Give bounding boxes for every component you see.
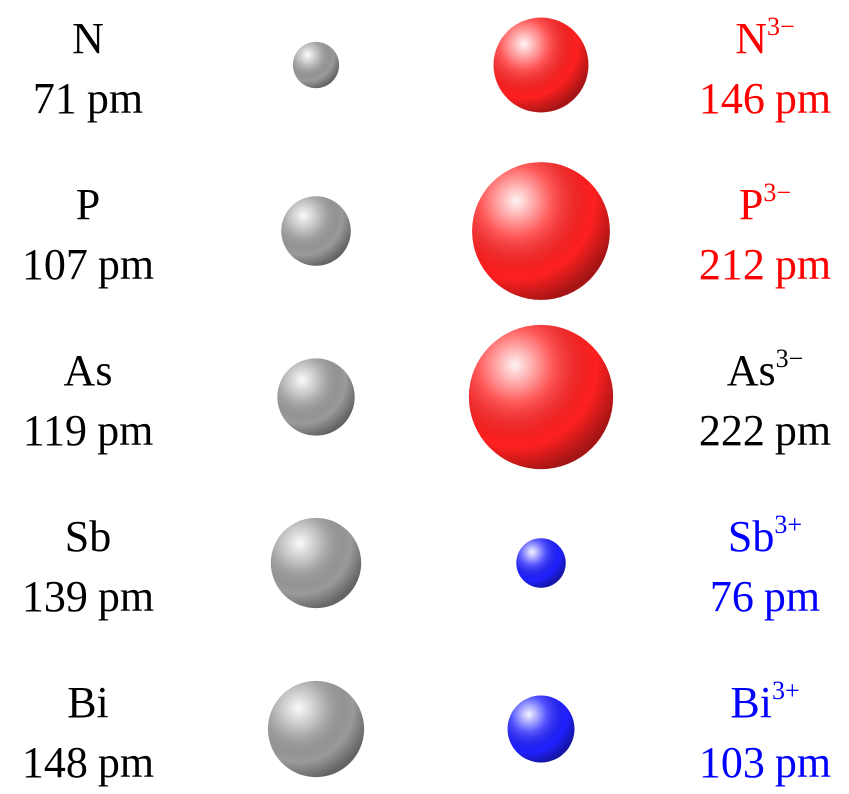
atom-symbol: As [64, 346, 113, 395]
atom-radius: 119 [23, 406, 87, 455]
sphere-shine [472, 162, 610, 300]
ion-charge: 3+ [772, 676, 800, 705]
unit: pm [775, 240, 831, 289]
ion-radius: 76 [710, 572, 754, 621]
atom-radius: 71 [33, 74, 77, 123]
ion-element: Bi [730, 678, 772, 727]
ion-charge: 3− [776, 344, 804, 373]
sphere-shine [494, 18, 589, 113]
sphere-shine [293, 42, 339, 88]
atom-symbol: N [72, 14, 104, 63]
atom-symbol: Bi [67, 678, 109, 727]
ion-radius: 222 [699, 406, 765, 455]
ion-symbol: P3− [739, 178, 791, 229]
atom-radius: 139 [22, 572, 88, 621]
ion-element: N [735, 14, 767, 63]
ion-element: As [727, 346, 776, 395]
atom-symbol: Sb [65, 512, 111, 561]
sphere-shine [281, 196, 351, 266]
unit: pm [87, 74, 143, 123]
ion-element: Sb [728, 512, 774, 561]
unit: pm [98, 240, 154, 289]
ion-radius: 212 [699, 240, 765, 289]
atom-radius: 148 [22, 738, 88, 787]
ion-symbol: Sb3+ [728, 510, 802, 561]
ion-symbol: N3− [735, 12, 794, 63]
unit: pm [98, 738, 154, 787]
atom-symbol: P [76, 180, 100, 229]
ion-charge: 3− [763, 178, 791, 207]
ion-radius: 103 [699, 738, 765, 787]
unit: pm [764, 572, 820, 621]
sphere-shine [469, 325, 613, 469]
ion-radius: 146 [699, 74, 765, 123]
ion-symbol: As3− [727, 344, 804, 395]
ion-symbol: Bi3+ [730, 676, 799, 727]
unit: pm [97, 406, 153, 455]
sphere-shine [268, 681, 364, 777]
unit: pm [775, 406, 831, 455]
sphere-shine [277, 358, 354, 435]
ion-charge: 3+ [774, 510, 802, 539]
ion-charge: 3− [767, 12, 795, 41]
sphere-shine [508, 696, 575, 763]
ion-element: P [739, 180, 763, 229]
radii-diagram: N71pmN3−146pmP107pmP3−212pmAs119pmAs3−22… [0, 0, 849, 794]
unit: pm [98, 572, 154, 621]
unit: pm [775, 74, 831, 123]
unit: pm [775, 738, 831, 787]
atom-radius: 107 [22, 240, 88, 289]
sphere-shine [271, 518, 361, 608]
sphere-shine [516, 538, 565, 587]
